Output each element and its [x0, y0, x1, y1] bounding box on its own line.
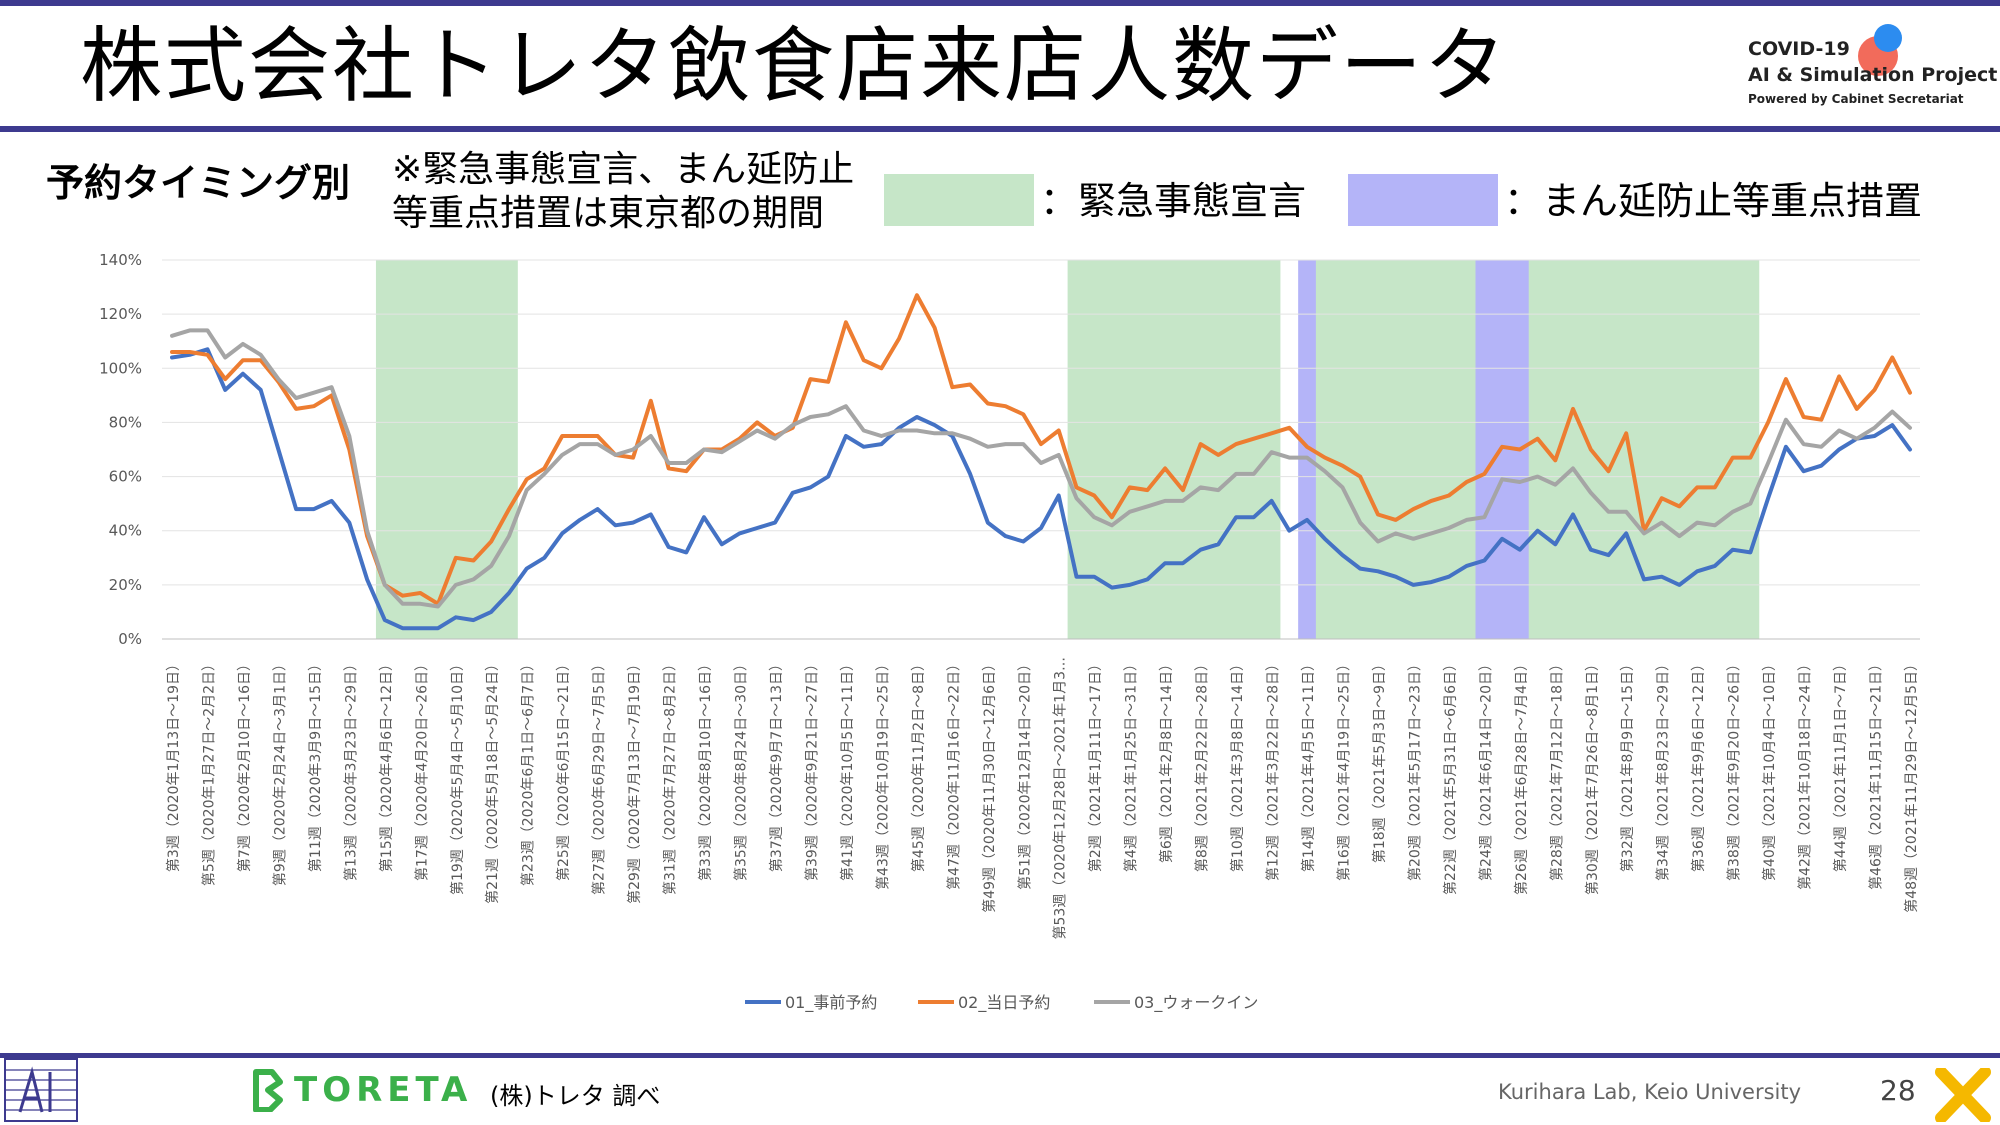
legend-label-3: 03_ウォークイン: [1134, 993, 1258, 1013]
y-tick-label: 140%: [99, 251, 142, 269]
toreta-leaf-icon: [253, 1069, 283, 1112]
x-tick-label: 第27週（2020年6月29日～7月5日）: [591, 657, 608, 895]
priority-measures-legend-label: ：まん延防止等重点措置: [1504, 179, 1923, 223]
x-tick-label: 第14週（2021年4月5日～11日）: [1300, 657, 1317, 872]
x-tick-label: 第51週（2020年12月14日～20日）: [1016, 657, 1033, 890]
x-tick-label: 第31週（2020年7月27日～8月2日）: [662, 657, 679, 895]
x-tick-label: 第46週（2021年11月15日～21日）: [1868, 657, 1885, 890]
page-title: 株式会社トレタ飲食店来店人数データ: [80, 19, 1509, 114]
x-tick-label: 第44週（2021年11月1日～7日）: [1832, 657, 1849, 872]
x-tick-label: 第23週（2020年6月1日～6月7日）: [520, 657, 537, 886]
x-tick-label: 第43週（2020年10月19日～25日）: [874, 657, 891, 890]
logo-line2: AI & Simulation Project: [1748, 64, 1998, 86]
x-tick-label: 第53週（2020年12月28日～2021年1月3…: [1052, 657, 1069, 940]
x-tick-label: 第35週（2020年8月24日～30日）: [733, 657, 750, 881]
x-tick-label: 第41週（2020年10月5日～11日）: [839, 657, 856, 881]
toreta-wordmark: TORETA: [294, 1070, 473, 1110]
x-tick-label: 第38週（2021年9月20日～26日）: [1726, 657, 1743, 881]
shaded-period-emergency-3: [1315, 260, 1494, 639]
x-tick-label: 第2週（2021年1月11日～17日）: [1087, 657, 1104, 872]
line-chart: 0% 20% 40% 60% 80% 100% 120% 140% 第3週（2020年1月13日…: [99, 251, 1920, 1013]
x-tick-label: 第5週（2020年1月27日～2月2日）: [200, 657, 217, 886]
x-tick-label: 第20週（2021年5月17日～23日）: [1406, 657, 1423, 881]
priority-measures-swatch: [1348, 174, 1498, 226]
keio-lab-logo: [4, 1058, 78, 1122]
emergency-swatch: [884, 174, 1034, 226]
footer-rule: [0, 1053, 2000, 1058]
x-tick-label: 第48週（2021年11月29日～12月5日）: [1903, 657, 1920, 913]
y-tick-label: 80%: [109, 413, 142, 431]
x-tick-label: 第29週（2020年7月13日～7月19日）: [626, 657, 643, 904]
x-tick-label: 第19週（2020年5月4日～5月10日）: [449, 657, 466, 895]
logo-line1: COVID-19: [1748, 38, 1850, 60]
x-tick-label: 第8週（2021年2月22日～28日）: [1194, 657, 1211, 872]
period-note: ※緊急事態宣言、まん延防止 等重点措置は東京都の期間: [392, 148, 854, 236]
x-tick-label: 第21週（2020年5月18日～5月24日）: [484, 657, 501, 904]
logo-line3: Powered by Cabinet Secretariat: [1748, 92, 1964, 106]
x-tick-label: 第25週（2020年6月15日～21日）: [555, 657, 572, 881]
x-tick-label: 第24週（2021年6月14日～20日）: [1477, 657, 1494, 881]
emergency-legend-label: ：緊急事態宣言: [1040, 179, 1307, 223]
data-source: (株)トレタ 調べ: [490, 1082, 661, 1110]
x-tick-label: 第45週（2020年11月2日～8日）: [910, 657, 927, 872]
x-tick-label: 第30週（2021年7月26日～8月1日）: [1584, 657, 1601, 895]
x-tick-label: 第16週（2021年4月19日～25日）: [1335, 657, 1352, 881]
x-tick-label: 第36週（2021年9月6日～12日）: [1690, 657, 1707, 872]
x-tick-label: 第49週（2020年11月30日～12月6日）: [981, 657, 998, 913]
logo-blue-dot: [1874, 24, 1902, 52]
x-tick-label: 第22週（2021年5月31日～6月6日）: [1442, 657, 1459, 895]
x-tick-label: 第37週（2020年9月7日～13日）: [768, 657, 785, 872]
shaded-period-emergency-5: [1528, 260, 1760, 639]
legend-label-2: 02_当日予約: [958, 993, 1050, 1013]
legend-label-1: 01_事前予約: [785, 993, 877, 1013]
x-tick-label: 第26週（2021年6月28日～7月4日）: [1513, 657, 1530, 895]
top-rule: [0, 0, 2000, 6]
x-tick-label: 第10週（2021年3月8日～14日）: [1229, 657, 1246, 872]
x-tick-label: 第4週（2021年1月25日～31日）: [1123, 657, 1140, 872]
x-cross-logo: [1935, 1068, 1991, 1122]
series-line-2: [170, 293, 1912, 606]
x-tick-label: 第40週（2021年10月4日～10日）: [1761, 657, 1778, 881]
y-tick-label: 60%: [109, 468, 142, 486]
period-note-line2: 等重点措置は東京都の期間: [392, 193, 825, 234]
header-rule: [0, 126, 2000, 132]
x-tick-label: 第33週（2020年8月10日～16日）: [697, 657, 714, 881]
x-tick-label: 第7週（2020年2月10日～16日）: [236, 657, 253, 872]
x-tick-label: 第6週（2021年2月8日～14日）: [1158, 657, 1175, 863]
x-tick-label: 第28週（2021年7月12日～18日）: [1548, 657, 1565, 881]
shaded-period-emergency-1: [1067, 260, 1281, 639]
x-tick-label: 第15週（2020年4月6日～12日）: [378, 657, 395, 872]
series-line-3: [170, 328, 1912, 609]
x-tick-label: 第9週（2020年2月24日～3月1日）: [271, 657, 288, 886]
y-tick-label: 0%: [118, 630, 142, 648]
x-tick-label: 第17週（2020年4月20日～26日）: [413, 657, 430, 881]
y-tick-label: 100%: [99, 359, 142, 377]
x-tick-label: 第18週（2021年5月3日～9日）: [1371, 657, 1388, 863]
y-tick-label: 120%: [99, 305, 142, 323]
lab-credit: Kurihara Lab, Keio University: [1498, 1080, 1802, 1104]
x-tick-label: 第47週（2020年11月16日～22日）: [945, 657, 962, 890]
chart-subtitle: 予約タイミング別: [46, 161, 351, 205]
toreta-logo: TORETA: [250, 1068, 472, 1112]
x-tick-label: 第42週（2021年10月18日～24日）: [1797, 657, 1814, 890]
x-tick-label: 第11週（2020年3月9日～15日）: [307, 657, 324, 872]
series-line-1: [170, 347, 1912, 631]
y-tick-label: 40%: [109, 522, 142, 540]
page-number: 28: [1880, 1074, 1916, 1107]
period-note-line1: ※緊急事態宣言、まん延防止: [392, 149, 855, 190]
x-tick-label: 第12週（2021年3月22日～28日）: [1265, 657, 1282, 881]
x-tick-label: 第39週（2020年9月21日～27日）: [803, 657, 820, 881]
y-tick-label: 20%: [109, 576, 142, 594]
x-tick-label: 第3週（2020年1月13日～19日）: [165, 657, 182, 872]
x-tick-label: 第13週（2020年3月23日～29日）: [342, 657, 359, 881]
covid-project-logo: COVID-19 AI & Simulation Project Powered…: [1748, 24, 1997, 114]
x-tick-label: 第32週（2021年8月9日～15日）: [1619, 657, 1636, 872]
x-tick-label: 第34週（2021年8月23日～29日）: [1655, 657, 1672, 881]
